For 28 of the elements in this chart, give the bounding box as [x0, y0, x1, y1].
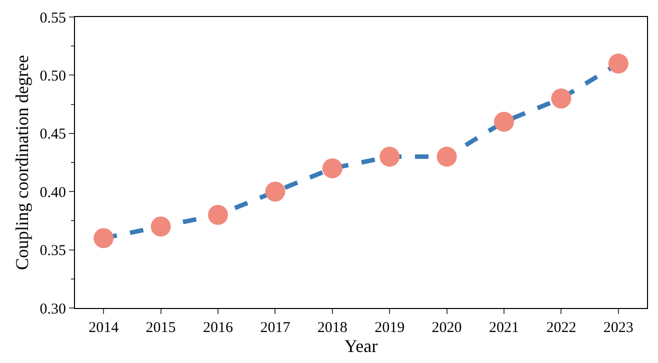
y-tick-label: 0.35 [40, 243, 66, 260]
point [494, 112, 514, 132]
point [150, 216, 171, 237]
y-tick-label: 0.45 [40, 126, 66, 143]
x-tick-label: 2014 [88, 320, 120, 336]
point [551, 88, 572, 108]
x-tick-label: 2022 [546, 320, 576, 336]
point [608, 54, 628, 74]
point [265, 182, 286, 202]
x-tick-label: 2016 [203, 320, 234, 336]
x-tick-label: 2023 [603, 320, 634, 336]
x-tick-label: 2020 [432, 320, 462, 336]
x-tick-label: 2019 [374, 320, 405, 336]
point [380, 146, 400, 167]
y-tick-label: 0.50 [40, 68, 66, 84]
x-tick-label: 2015 [146, 320, 176, 336]
point [94, 228, 114, 248]
x-axis-title: Year [344, 336, 378, 356]
point [436, 146, 457, 167]
y-tick-label: 0.40 [40, 184, 66, 201]
x-tick-label: 2018 [317, 320, 348, 336]
point [322, 158, 342, 178]
point [208, 204, 228, 225]
x-tick-label: 2021 [489, 320, 519, 336]
x-tick-label: 2017 [260, 320, 291, 336]
y-tick-label: 0.30 [40, 301, 66, 318]
y-tick-label: 0.55 [40, 10, 66, 26]
y-axis-title: Coupling coordination degree [12, 55, 32, 270]
